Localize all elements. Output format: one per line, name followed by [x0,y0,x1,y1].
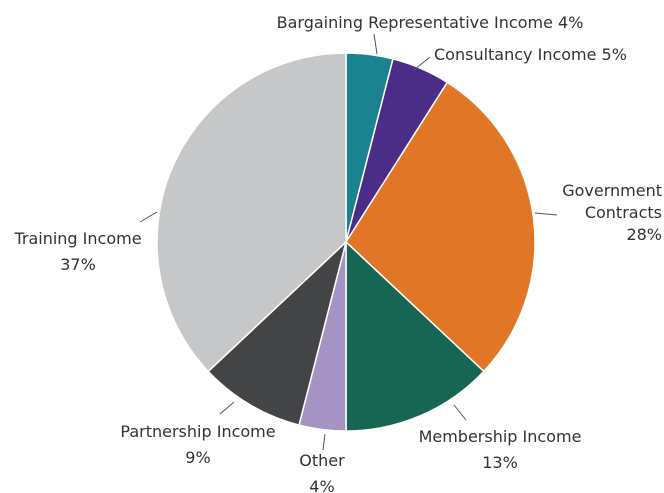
slice-label-line: Consultancy Income 5% [434,45,627,64]
leader-line-1 [373,33,378,55]
leader-line-7 [139,211,158,223]
pie-slice-7 [156,52,347,373]
slice-label-line: 4% [309,477,334,493]
slice-label-line: Government [562,181,662,200]
pie-slice-4 [345,240,485,432]
leader-lines [139,33,558,451]
slice-label-line: Contracts [585,203,662,222]
slice-label-3: Government Contracts 28% [562,181,662,244]
pie-slice-6 [207,239,348,426]
slice-label-line: Partnership Income [120,422,275,441]
slice-label-line: Other [299,451,345,470]
pie-slice-3 [345,81,536,373]
slice-label-line: 9% [185,448,210,467]
slice-label-5: Other 4% [299,451,345,493]
slice-label-6: Partnership Income 9% [120,422,275,467]
leader-line-5 [322,433,326,451]
slice-label-line: Bargaining Representative Income 4% [277,13,584,32]
slice-label-1: Bargaining Representative Income 4% [277,13,584,32]
slice-labels: Bargaining Representative Income 4% Consu… [13,13,662,493]
leader-line-3 [534,212,558,216]
slice-label-7: Training Income 37% [13,229,141,274]
slice-label-line: 37% [60,255,96,274]
slice-label-2: Consultancy Income 5% [434,45,627,64]
slice-label-line: Training Income [13,229,141,248]
leader-line-2 [413,56,431,71]
leader-line-4 [453,404,467,421]
pie-slices [156,52,536,432]
slice-label-line: 13% [482,453,518,472]
leader-line-6 [219,401,235,415]
slice-label-line: 28% [626,225,662,244]
slice-label-line: Membership Income [419,427,582,446]
slice-label-4: Membership Income 13% [419,427,582,472]
